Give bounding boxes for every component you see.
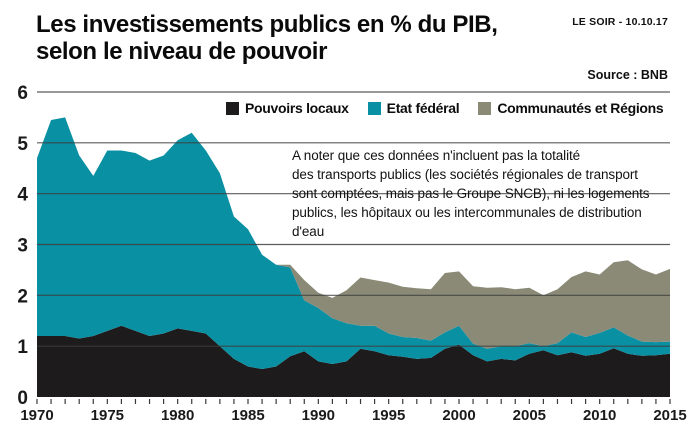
area-communautes-regions <box>37 117 670 349</box>
legend-item-communautes-regions: Communautés et Régions <box>478 100 664 116</box>
x-axis-label-2010: 2010 <box>583 407 616 424</box>
x-axis-label-2015: 2015 <box>653 407 686 424</box>
legend-swatch-etat-federal <box>367 101 381 115</box>
page-title: Les investissements publics en % du PIB,… <box>36 11 498 65</box>
area-pouvoirs-locaux <box>37 325 670 397</box>
x-axis-label-1985: 1985 <box>231 407 264 424</box>
y-axis-tick-5: 5 <box>17 134 28 155</box>
area-etat-federal <box>37 117 670 370</box>
x-axis-label-1990: 1990 <box>302 407 335 424</box>
y-axis-tick-4: 4 <box>17 185 28 206</box>
y-axis-tick-0: 0 <box>17 388 28 409</box>
source-credit: Source : BNB <box>587 68 668 82</box>
title-line-1: Les investissements publics en % du PIB, <box>36 11 498 38</box>
x-axis-label-2000: 2000 <box>442 407 475 424</box>
legend-item-etat-federal: Etat fédéral <box>367 100 460 116</box>
legend-label-communautes-regions: Communautés et Régions <box>497 100 664 116</box>
y-axis-tick-1: 1 <box>17 337 28 358</box>
legend-label-etat-federal: Etat fédéral <box>386 100 460 116</box>
chart-annotation: A noter que ces données n'incluent pas l… <box>292 148 650 239</box>
legend-item-pouvoirs-locaux: Pouvoirs locaux <box>226 100 349 116</box>
x-axis-label-1975: 1975 <box>91 407 124 424</box>
legend-swatch-communautes-regions <box>478 101 492 115</box>
y-axis-tick-6: 6 <box>17 83 28 104</box>
title-line-2: selon le niveau de pouvoir <box>36 38 328 65</box>
publication-credit: LE SOIR - 10.10.17 <box>572 16 668 28</box>
legend-label-pouvoirs-locaux: Pouvoirs locaux <box>245 100 349 116</box>
chart-legend: Pouvoirs locaux Etat fédéral Communautés… <box>226 100 664 116</box>
x-axis-label-1995: 1995 <box>372 407 405 424</box>
x-axis-label-1980: 1980 <box>161 407 194 424</box>
x-axis-label-1970: 1970 <box>20 407 53 424</box>
x-axis-label-2005: 2005 <box>513 407 546 424</box>
y-axis-tick-2: 2 <box>17 286 28 307</box>
legend-swatch-pouvoirs-locaux <box>226 101 239 115</box>
y-axis-tick-3: 3 <box>17 236 28 257</box>
